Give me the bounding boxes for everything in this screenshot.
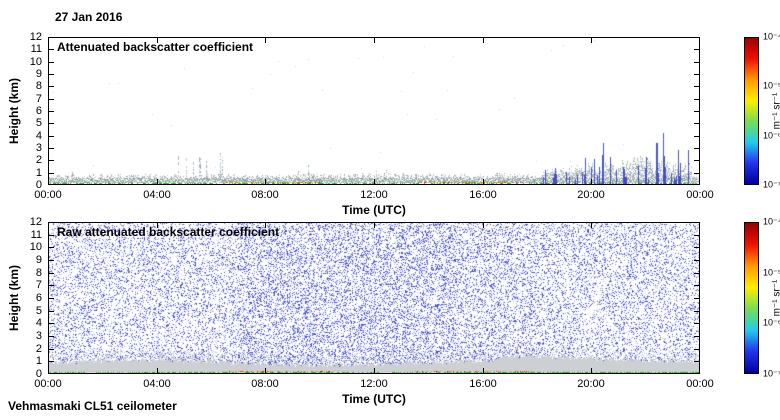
x-tick-label: 00:00 <box>686 378 714 390</box>
y-tick-label: 2 <box>35 154 42 166</box>
x-tick-label: 16:00 <box>469 189 497 201</box>
colorbar: 10⁻⁴ 10⁻⁵ 10⁻⁶ 10⁻⁷ m⁻¹ sr⁻¹ <box>744 32 780 190</box>
colorbar-tick-label: 10⁻⁶ <box>763 317 780 328</box>
x-tick-labels: 00:00 04:00 08:00 12:00 16:00 20:00 00:00 <box>34 378 714 391</box>
y-tick-label: 2 <box>35 343 42 355</box>
colorbar-tick-label: 10⁻⁵ <box>763 80 780 91</box>
processed-backscatter-heatmap <box>48 37 700 185</box>
panel-title: Raw attenuated backscatter coefficient <box>57 225 280 239</box>
colorbar-tick-labels: 10⁻⁴ 10⁻⁵ 10⁻⁶ 10⁻⁷ <box>744 32 780 190</box>
x-tick-label: 08:00 <box>251 189 279 201</box>
y-tick-label: 5 <box>35 117 42 129</box>
date-label: 27 Jan 2016 <box>55 10 123 24</box>
colorbar-tick-label: 10⁻⁶ <box>763 130 780 141</box>
y-tick-label: 10 <box>29 241 42 253</box>
y-tick-label: 0 <box>35 368 42 380</box>
x-tick-label: 20:00 <box>577 189 605 201</box>
colorbar-tick-label: 10⁻⁷ <box>763 368 780 379</box>
y-tick-label: 7 <box>35 93 42 105</box>
x-tick-label: 20:00 <box>577 378 605 390</box>
x-tick-labels: 00:00 04:00 08:00 12:00 16:00 20:00 00:00 <box>34 189 714 202</box>
y-tick-label: 1 <box>35 355 42 367</box>
x-tick-label: 04:00 <box>143 378 171 390</box>
processed-backscatter-panel: Attenuated backscatter coefficient 00:00… <box>7 31 714 217</box>
y-tick-label: 9 <box>35 68 42 80</box>
y-tick-label: 1 <box>35 167 42 179</box>
y-tick-label: 6 <box>35 105 42 117</box>
y-axis-label: Height (km) <box>7 265 21 331</box>
colorbar-tick-label: 10⁻⁷ <box>763 179 780 190</box>
x-tick-label: 00:00 <box>34 378 62 390</box>
y-tick-label: 4 <box>35 317 42 329</box>
colorbar-gradient <box>744 37 759 185</box>
raw-backscatter-panel: Raw attenuated backscatter coefficient 0… <box>7 216 714 406</box>
x-tick-label: 16:00 <box>469 378 497 390</box>
y-tick-label: 9 <box>35 254 42 266</box>
x-tick-label: 12:00 <box>360 189 388 201</box>
y-tick-label: 12 <box>29 31 42 43</box>
colorbar: 10⁻⁴ 10⁻⁵ 10⁻⁶ 10⁻⁷ m⁻¹ sr⁻¹ <box>744 217 780 379</box>
x-tick-label: 04:00 <box>143 189 171 201</box>
colorbar-tick-label: 10⁻⁵ <box>763 267 780 278</box>
colorbar-tick-labels: 10⁻⁴ 10⁻⁵ 10⁻⁶ 10⁻⁷ <box>744 217 780 379</box>
y-tick-label: 3 <box>35 142 42 154</box>
y-tick-label: 7 <box>35 279 42 291</box>
y-tick-labels: 0 1 2 3 4 5 6 7 8 9 10 11 12 <box>18 216 42 380</box>
colorbar-tick-label: 10⁻⁴ <box>763 31 780 42</box>
instrument-label: Vehmasmaki CL51 ceilometer <box>8 399 177 413</box>
y-tick-label: 10 <box>29 56 42 68</box>
raw-backscatter-heatmap <box>48 222 700 374</box>
x-axis-label: Time (UTC) <box>342 203 406 217</box>
x-axis-label: Time (UTC) <box>342 392 406 406</box>
y-tick-label: 11 <box>30 229 42 241</box>
x-tick-label: 00:00 <box>34 189 62 201</box>
x-tick-label: 08:00 <box>251 378 279 390</box>
y-tick-label: 4 <box>35 130 42 142</box>
colorbar-unit-label: m⁻¹ sr⁻¹ <box>771 279 780 317</box>
y-tick-label: 6 <box>35 292 42 304</box>
y-tick-label: 11 <box>30 43 42 55</box>
x-tick-label: 00:00 <box>686 189 714 201</box>
y-tick-labels: 0 1 2 3 4 5 6 7 8 9 10 11 12 <box>18 31 42 191</box>
y-tick-label: 12 <box>29 216 42 228</box>
colorbar-unit-label: m⁻¹ sr⁻¹ <box>771 92 780 130</box>
colorbar-tick-label: 10⁻⁴ <box>763 216 780 227</box>
y-tick-label: 3 <box>35 330 42 342</box>
x-tick-label: 12:00 <box>360 378 388 390</box>
y-tick-label: 8 <box>35 267 42 279</box>
y-tick-label: 8 <box>35 80 42 92</box>
y-tick-label: 5 <box>35 305 42 317</box>
panel-title: Attenuated backscatter coefficient <box>57 40 254 54</box>
y-tick-label: 0 <box>35 179 42 191</box>
colorbar-gradient <box>744 222 759 374</box>
y-axis-label: Height (km) <box>7 78 21 144</box>
